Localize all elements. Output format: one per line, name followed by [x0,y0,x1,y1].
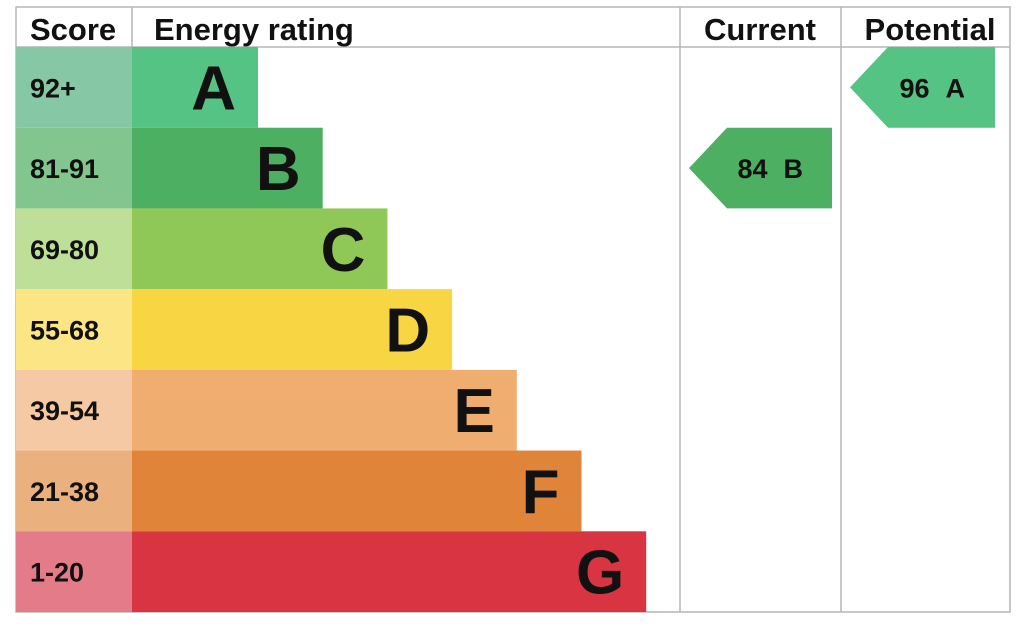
score-label-b: 81-91 [30,154,99,184]
header-potential: Potential [865,12,996,47]
band-letter-a: A [191,54,236,123]
band-letter-e: E [453,377,494,446]
current-rating-arrow [689,127,832,209]
score-label-d: 55-68 [30,316,99,346]
score-label-e: 39-54 [30,396,99,426]
band-bar-g [132,531,647,612]
header-current: Current [704,12,816,47]
rating-bands: 92+ A 81-91 B 69-80 C 55-68 D 39-54 E 21-38 F 1-20 G [16,47,647,612]
score-cell-e [16,369,132,451]
band-bar-f [132,450,582,532]
score-cell-a [16,47,132,128]
header-energy-rating: Energy rating [154,12,354,47]
score-label-g: 1-20 [30,558,84,588]
score-cell-d [16,289,132,370]
band-letter-f: F [522,458,560,527]
band-letter-c: C [321,216,366,285]
score-cell-g [16,531,132,612]
header-score: Score [30,12,116,47]
band-bar-e [132,369,517,451]
score-label-c: 69-80 [30,235,99,265]
current-rating-value: 84 [737,154,767,184]
band-letter-d: D [385,297,430,366]
band-bar-c [132,208,388,290]
score-cell-b [16,127,132,209]
potential-rating-band: A [946,73,966,103]
current-rating-band: B [784,154,804,184]
score-label-f: 21-38 [30,477,99,507]
band-bar-d [132,289,453,370]
score-cell-c [16,208,132,290]
band-letter-b: B [256,135,301,204]
potential-rating-arrow [850,47,995,128]
band-bar-b [132,127,323,209]
band-letter-g: G [576,539,624,608]
score-label-a: 92+ [30,73,76,103]
score-cell-f [16,450,132,532]
rating-arrows: 84 B 96 A [689,47,995,209]
band-bar-a [132,47,258,128]
potential-rating-value: 96 [899,73,929,103]
